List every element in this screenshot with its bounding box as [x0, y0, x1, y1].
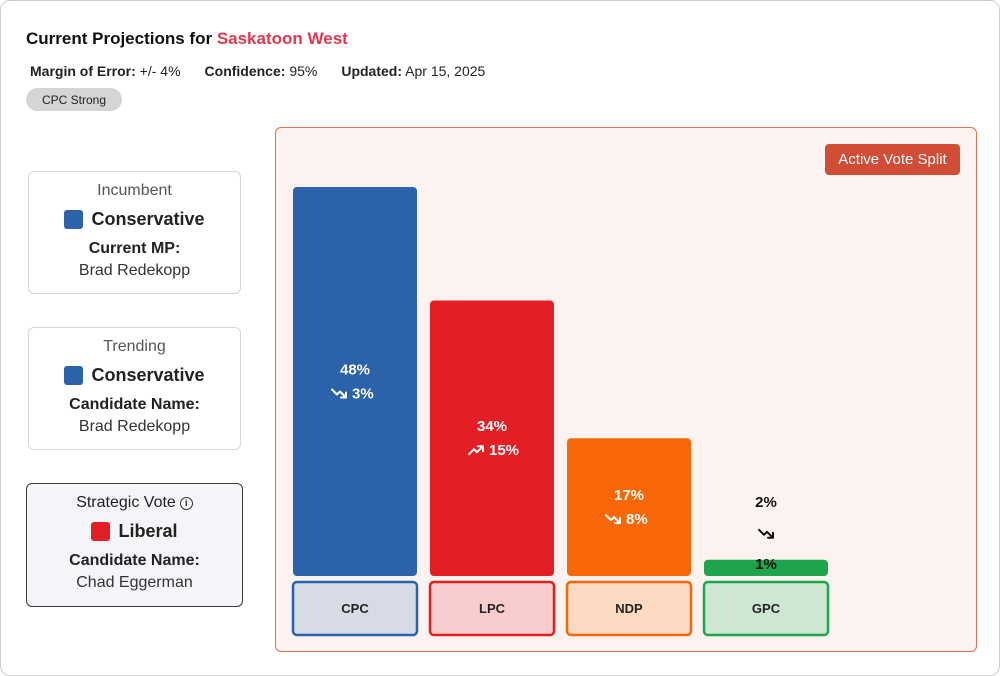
party-color-swatch: [64, 210, 84, 229]
strategic-heading: Strategic Vote i: [27, 494, 242, 512]
bar-ndp: [567, 438, 691, 576]
status-badge: CPC Strong: [26, 88, 122, 111]
bar-gpc: [704, 559, 828, 576]
trending-label: Candidate Name:: [69, 396, 200, 413]
trend-down-icon: [758, 528, 774, 539]
trend-label-cpc: 3%: [352, 386, 374, 403]
strategic-label: Candidate Name:: [69, 552, 200, 569]
title-prefix: Current Projections for: [26, 29, 217, 48]
strategic-party-name: Liberal: [118, 521, 178, 541]
trending-card: Trending Conservative Candidate Name: Br…: [28, 327, 241, 450]
confidence: Confidence: 95%: [204, 63, 318, 79]
strategic-vote-card: Strategic Vote i Liberal Candidate Name: …: [26, 483, 243, 607]
trending-name: Brad Redekopp: [78, 418, 191, 435]
trend-up-icon: [468, 445, 484, 456]
category-label-cpc: CPC: [341, 601, 369, 616]
page-title: Current Projections for Saskatoon West: [26, 29, 348, 49]
trend-label-gpc: 1%: [755, 556, 777, 573]
incumbent-party-name: Conservative: [91, 209, 205, 229]
trending-party: Conservative: [29, 365, 240, 386]
value-label-gpc: 2%: [755, 494, 777, 511]
party-chip-ndp[interactable]: [565, 580, 693, 637]
category-label-gpc: GPC: [752, 601, 781, 616]
bar-lpc: [430, 300, 554, 576]
value-label-cpc: 48%: [340, 362, 370, 379]
value-label-lpc: 34%: [477, 418, 507, 435]
incumbent-card: Incumbent Conservative Current MP: Brad …: [28, 171, 241, 294]
strategic-party: Liberal: [27, 521, 242, 542]
info-circle-icon[interactable]: i: [179, 496, 193, 510]
projection-meta: Margin of Error: +/- 4% Confidence: 95% …: [30, 63, 485, 79]
incumbent-party: Conservative: [29, 209, 240, 230]
incumbent-label: Current MP:: [88, 240, 181, 257]
margin-of-error: Margin of Error: +/- 4%: [30, 63, 181, 79]
trend-label-ndp: 8%: [626, 511, 648, 528]
trend-label-lpc: 15%: [489, 442, 519, 459]
party-color-swatch: [91, 522, 111, 541]
party-chip-cpc[interactable]: [291, 580, 419, 637]
value-label-ndp: 17%: [614, 487, 644, 504]
incumbent-heading: Incumbent: [97, 182, 172, 199]
updated-date: Updated: Apr 15, 2025: [341, 63, 486, 79]
riding-name: Saskatoon West: [216, 29, 348, 48]
trending-heading: Trending: [103, 338, 166, 355]
party-chip-gpc[interactable]: [702, 580, 830, 637]
strategic-name: Chad Eggerman: [76, 574, 193, 591]
party-color-swatch: [64, 366, 84, 385]
category-label-ndp: NDP: [615, 601, 643, 616]
bar-cpc: [293, 187, 417, 576]
incumbent-name: Brad Redekopp: [78, 262, 191, 279]
active-vote-split-button[interactable]: Active Vote Split: [825, 144, 960, 175]
trend-down-icon: [331, 388, 347, 399]
category-label-lpc: LPC: [479, 601, 506, 616]
party-chip-lpc[interactable]: [428, 580, 556, 637]
trending-party-name: Conservative: [91, 365, 205, 385]
trend-down-icon: [605, 514, 621, 525]
